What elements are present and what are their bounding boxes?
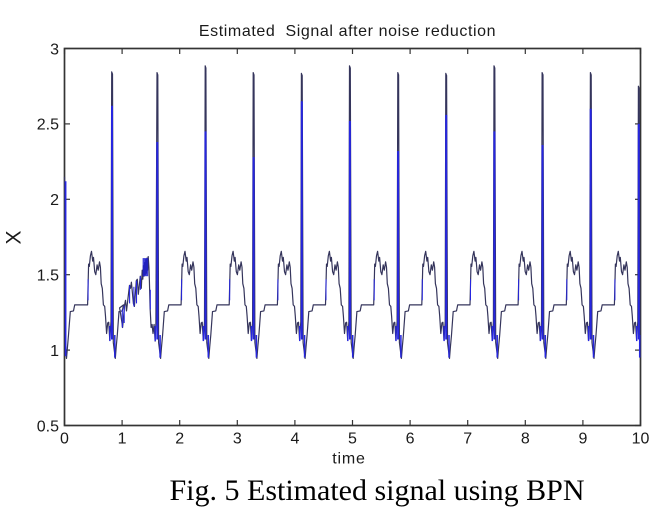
svg-text:1.5: 1.5 bbox=[37, 268, 59, 285]
svg-text:5: 5 bbox=[348, 431, 357, 448]
svg-text:2: 2 bbox=[50, 192, 59, 209]
svg-text:3: 3 bbox=[233, 431, 242, 448]
svg-text:6: 6 bbox=[406, 431, 415, 448]
svg-text:0: 0 bbox=[60, 431, 69, 448]
svg-text:1: 1 bbox=[50, 343, 59, 360]
svg-text:time: time bbox=[332, 451, 365, 468]
svg-text:2.5: 2.5 bbox=[37, 117, 59, 134]
svg-text:10: 10 bbox=[632, 431, 650, 448]
svg-text:Fig. 5 Estimated signal using: Fig. 5 Estimated signal using BPN bbox=[169, 474, 584, 507]
svg-text:3: 3 bbox=[50, 41, 59, 58]
svg-text:2: 2 bbox=[175, 431, 184, 448]
svg-text:4: 4 bbox=[290, 431, 299, 448]
svg-text:8: 8 bbox=[521, 431, 530, 448]
svg-text:0.5: 0.5 bbox=[37, 418, 59, 435]
svg-text:X: X bbox=[3, 230, 26, 244]
svg-text:Estimated Signal after noise: Estimated Signal after noise reduction bbox=[199, 23, 496, 40]
svg-text:9: 9 bbox=[578, 431, 587, 448]
svg-text:7: 7 bbox=[463, 431, 472, 448]
svg-text:1: 1 bbox=[118, 431, 127, 448]
